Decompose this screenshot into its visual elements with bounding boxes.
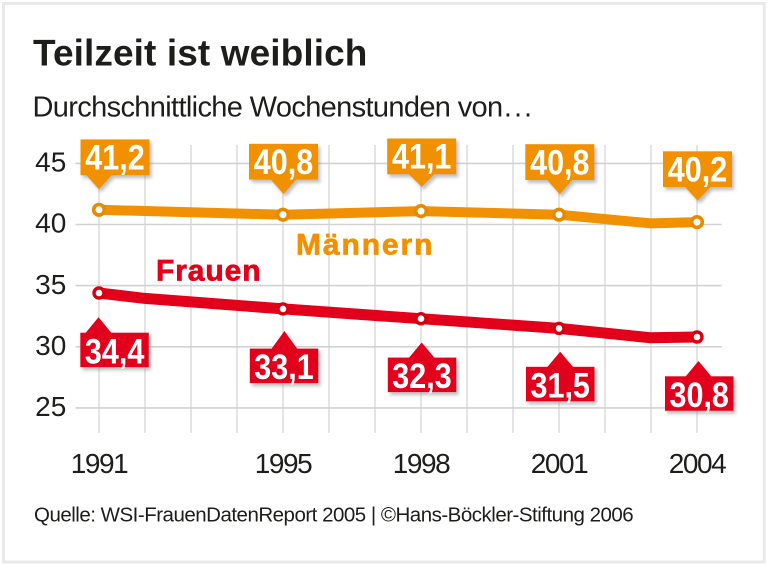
svg-text:2001: 2001 (531, 448, 588, 479)
svg-text:Durchschnittliche Wochenstunde: Durchschnittliche Wochenstunden von (33, 91, 503, 123)
svg-text:41,2: 41,2 (85, 139, 144, 179)
svg-text:Quelle: WSI-FrauenDatenReport: Quelle: WSI-FrauenDatenReport 2005 | ©Ha… (34, 504, 633, 527)
svg-text:34,4: 34,4 (85, 332, 145, 372)
svg-text:1998: 1998 (393, 448, 450, 479)
svg-text:40,2: 40,2 (668, 150, 727, 190)
svg-text:31,5: 31,5 (530, 366, 589, 406)
svg-text:Teilzeit ist weiblich: Teilzeit ist weiblich (33, 33, 368, 74)
svg-text:2004: 2004 (669, 448, 726, 479)
svg-text:45: 45 (35, 147, 66, 178)
svg-text:30,8: 30,8 (669, 376, 728, 416)
svg-text:40,8: 40,8 (254, 143, 313, 183)
svg-text:Frauen: Frauen (156, 255, 261, 288)
svg-text:Männern: Männern (296, 228, 434, 261)
svg-text:35: 35 (35, 269, 66, 300)
svg-text:33,1: 33,1 (254, 348, 313, 388)
svg-text:...: ... (504, 91, 534, 123)
svg-text:40: 40 (35, 208, 66, 239)
svg-text:40,8: 40,8 (530, 143, 589, 183)
svg-text:32,3: 32,3 (392, 357, 451, 397)
svg-text:41,1: 41,1 (392, 138, 451, 178)
svg-text:30: 30 (35, 330, 66, 361)
svg-text:1995: 1995 (255, 448, 312, 479)
svg-text:25: 25 (35, 391, 66, 422)
svg-text:1991: 1991 (71, 448, 128, 479)
